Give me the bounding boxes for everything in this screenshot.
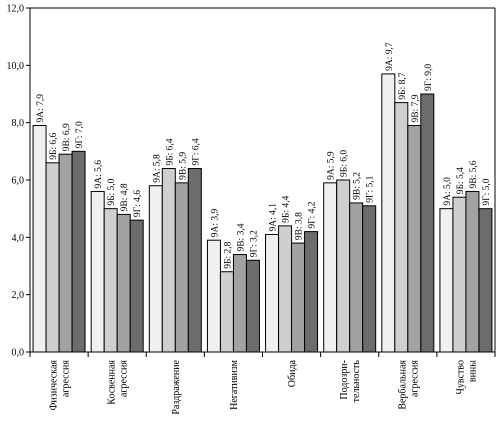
category-label: Подозри-	[339, 360, 350, 400]
bar	[452, 196, 467, 353]
bars	[32, 73, 493, 353]
bar	[381, 73, 396, 353]
bar	[362, 205, 377, 353]
data-label: 9А: 5,6	[94, 160, 104, 189]
bar	[439, 208, 454, 353]
bar	[478, 208, 493, 353]
data-label: 9А: 3,9	[210, 208, 220, 237]
data-label: 9Б: 8,7	[398, 72, 408, 99]
y-tick-label: 8,0	[12, 118, 25, 129]
category-labels: Физическая агрессия Косвенная агрессия Раздр…	[49, 359, 479, 414]
data-label: 9Б: 5,4	[456, 167, 466, 194]
bar	[304, 231, 319, 353]
bar	[219, 271, 234, 353]
y-tick-label: 0,0	[12, 348, 25, 359]
data-label: 9В: 3,4	[236, 223, 246, 251]
data-label: 9В: 7,9	[411, 94, 421, 122]
bar	[187, 168, 202, 353]
category-label: Обида	[287, 359, 298, 387]
bar	[291, 242, 306, 353]
bar	[465, 190, 480, 353]
data-label: 9А: 5,0	[443, 177, 453, 206]
data-label: 9А: 9,7	[385, 42, 395, 71]
y-tick-label: 6,0	[12, 176, 25, 187]
bar	[103, 208, 118, 353]
y-tick-label: 4,0	[12, 233, 25, 244]
data-label: 9А: 5,9	[327, 151, 337, 180]
data-label: 9Г: 9,0	[424, 64, 434, 91]
category-label: Физическая	[49, 360, 60, 411]
category-label: Негативизм	[229, 359, 240, 410]
data-label: 9Б: 2,8	[223, 241, 233, 268]
bar	[32, 125, 47, 353]
bar	[407, 125, 422, 353]
bar	[71, 150, 86, 353]
bar	[349, 202, 364, 353]
bar	[206, 239, 221, 353]
data-label: 9В: 5,6	[469, 160, 479, 188]
y-tick-label: 2,0	[12, 290, 25, 301]
data-label: 9В: 4,8	[120, 183, 130, 211]
data-label: 9А: 7,9	[36, 94, 46, 123]
bar	[90, 190, 105, 353]
data-label: 9Б: 5,0	[107, 178, 117, 205]
data-labels: 9А: 7,99Б: 6,6 9В: 6,9 9Г: 7,09А: 5,69Б: 5…	[36, 42, 492, 269]
bar	[245, 259, 260, 353]
data-label: 9Б: 4,4	[282, 196, 292, 223]
bar	[278, 225, 293, 353]
data-label: 9Г: 4,2	[308, 201, 318, 228]
bar	[129, 219, 144, 353]
data-label: 9Г: 5,1	[366, 175, 376, 202]
category-label: Раздражение	[171, 359, 182, 414]
category-label: Вербальная	[397, 360, 408, 410]
bar	[58, 153, 73, 353]
y-tick-label: 10,0	[7, 61, 25, 72]
data-label: 9Г: 5,0	[482, 178, 492, 205]
data-label: 9В: 6,9	[62, 123, 72, 151]
data-label: 9Г: 6,4	[191, 138, 201, 165]
y-tick-label: 12,0	[7, 4, 25, 15]
bar	[336, 179, 351, 353]
bar	[265, 233, 280, 353]
data-label: 9Г: 4,6	[133, 190, 143, 217]
category-label: агрессия	[409, 360, 420, 397]
category-label: тельность	[351, 360, 362, 403]
bar	[420, 93, 435, 353]
category-label: агрессия	[61, 360, 72, 397]
category-label: вины	[467, 360, 478, 382]
bar	[323, 182, 338, 353]
bar	[394, 102, 409, 353]
data-label: 9Б: 6,4	[165, 138, 175, 165]
bar	[232, 254, 247, 353]
data-label: 9В: 5,2	[353, 172, 363, 200]
category-label: агрессия	[119, 360, 130, 397]
bar	[148, 185, 163, 353]
data-label: 9Б: 6,6	[49, 132, 59, 159]
bar	[116, 213, 131, 353]
category-label: Чувство	[455, 360, 466, 395]
data-label: 9А: 4,1	[269, 203, 279, 232]
bar	[174, 182, 189, 353]
data-label: 9А: 5,8	[152, 154, 162, 183]
category-label: Косвенная	[107, 360, 118, 405]
data-label: 9Б: 6,0	[340, 150, 350, 177]
data-label: 9В: 5,9	[178, 152, 188, 180]
data-label: 9Г: 3,2	[249, 230, 259, 257]
data-label: 9Г: 7,0	[75, 121, 85, 148]
data-label: 9В: 3,8	[295, 212, 305, 240]
bar	[161, 168, 176, 353]
bar	[45, 162, 60, 353]
